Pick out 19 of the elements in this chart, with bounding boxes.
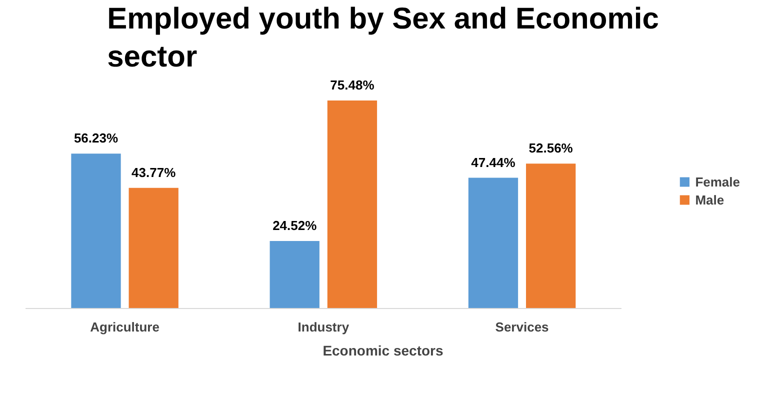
data-label: 75.48% (330, 78, 375, 93)
x-tick-label: Services (495, 320, 549, 334)
bar (327, 100, 378, 308)
x-tick-label: Industry (298, 320, 350, 334)
data-label: 43.77% (132, 164, 176, 180)
data-label: 24.52% (272, 218, 318, 233)
bar (270, 240, 320, 308)
chart-title: Employed youth by Sex and Economic sector (107, 2, 659, 74)
bar (71, 154, 121, 308)
bar (526, 164, 576, 308)
legend-label: Female (695, 174, 740, 189)
x-tick-label: Agriculture (90, 320, 160, 334)
legend-label: Male (695, 192, 724, 207)
bar (128, 188, 178, 308)
x-axis-title: Economic sectors (322, 342, 444, 358)
data-label: 52.56% (528, 140, 574, 156)
bar (468, 178, 518, 308)
data-label: 47.44% (471, 154, 516, 170)
data-label: 56.23% (74, 130, 118, 146)
